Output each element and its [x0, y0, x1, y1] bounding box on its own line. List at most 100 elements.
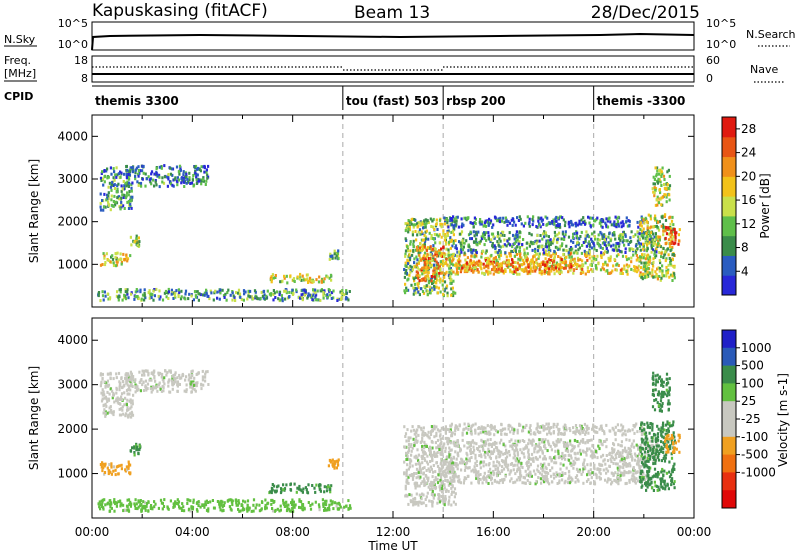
range-gate-cell [589, 462, 592, 466]
range-gate-cell [223, 296, 226, 299]
range-gate-cell [336, 507, 339, 511]
range-gate-cell [343, 293, 346, 297]
range-gate-cell [277, 484, 280, 488]
range-gate-cell [452, 469, 455, 473]
range-gate-cell [289, 488, 293, 492]
date-title: 28/Dec/2015 [591, 3, 700, 23]
range-gate-cell [453, 476, 456, 480]
range-gate-cell [549, 469, 552, 472]
range-gate-cell [117, 298, 120, 302]
range-gate-cell [636, 247, 639, 251]
range-gate-cell [529, 463, 532, 467]
range-gate-cell [418, 484, 421, 488]
range-gate-cell [438, 265, 441, 269]
range-gate-cell [441, 279, 445, 283]
range-gate-cell [115, 399, 118, 403]
range-gate-cell [192, 498, 195, 502]
range-gate-cell [615, 216, 618, 220]
range-gate-cell [633, 265, 636, 269]
range-gate-cell [202, 178, 205, 182]
range-gate-cell [454, 244, 458, 248]
range-gate-cell [419, 232, 422, 236]
range-gate-cell [523, 269, 526, 273]
range-gate-cell [205, 292, 208, 296]
range-gate-cell [190, 390, 193, 394]
range-gate-cell [564, 233, 567, 237]
range-gate-cell [180, 376, 183, 380]
range-gate-cell [463, 478, 466, 482]
range-gate-cell [439, 254, 442, 258]
range-gate-cell [318, 487, 321, 491]
range-gate-cell [528, 224, 531, 228]
range-gate-cell [135, 288, 138, 291]
range-gate-cell [337, 249, 340, 253]
range-gate-cell [427, 274, 430, 278]
range-gate-cell [580, 472, 583, 476]
range-gate-cell [659, 245, 662, 249]
range-gate-cell [580, 222, 583, 226]
range-gate-cell [339, 290, 342, 294]
range-gate-cell [345, 289, 348, 293]
range-gate-cell [110, 172, 113, 176]
range-gate-cell [408, 473, 411, 477]
range-gate-cell [660, 255, 663, 259]
range-gate-cell [586, 234, 589, 238]
range-gate-cell [449, 260, 452, 264]
range-gate-cell [446, 470, 450, 474]
range-gate-cell [562, 248, 565, 252]
range-gate-cell [453, 227, 456, 231]
range-gate-cell [600, 220, 603, 224]
range-gate-cell [207, 383, 210, 386]
range-gate-cell [110, 188, 113, 192]
range-gate-cell [648, 255, 652, 259]
range-gate-cell [430, 425, 433, 428]
range-gate-cell [664, 242, 667, 246]
range-gate-cell [324, 508, 327, 512]
range-gate-cell [406, 225, 409, 229]
range-gate-cell [669, 262, 672, 266]
range-gate-cell [450, 230, 453, 234]
range-gate-cell [624, 234, 627, 238]
range-gate-cell [528, 471, 531, 475]
range-gate-cell [434, 250, 437, 254]
range-gate-cell [583, 252, 587, 256]
range-gate-cell [171, 380, 174, 384]
range-gate-cell [111, 180, 114, 184]
range-gate-cell [587, 241, 590, 245]
range-gate-cell [506, 239, 509, 243]
range-gate-cell [519, 258, 522, 262]
range-gate-cell [410, 449, 413, 453]
range-gate-cell [516, 235, 519, 239]
range-gate-cell [436, 446, 439, 449]
range-gate-cell [131, 402, 134, 406]
power-colorbar-tick-label: 28 [741, 122, 756, 136]
range-gate-cell [486, 270, 489, 274]
range-gate-cell [479, 239, 482, 243]
range-gate-cell [237, 507, 240, 511]
range-gate-cell [441, 283, 444, 287]
range-gate-cell [161, 180, 164, 184]
range-gate-cell [407, 467, 410, 471]
range-gate-cell [535, 241, 538, 245]
range-gate-cell [653, 256, 657, 259]
cpid-mode-label: rbsp 200 [446, 94, 505, 108]
range-gate-cell [541, 475, 544, 479]
range-gate-cell [104, 294, 107, 298]
range-gate-cell [174, 291, 177, 295]
range-gate-cell [490, 238, 493, 242]
range-gate-cell [409, 458, 412, 462]
range-gate-cell [590, 232, 594, 236]
range-gate-cell [653, 241, 657, 245]
range-gate-cell [644, 216, 647, 220]
range-gate-cell [441, 472, 444, 476]
range-gate-cell [507, 258, 510, 262]
range-gate-cell [450, 293, 453, 297]
range-gate-cell [439, 290, 442, 294]
range-gate-cell [457, 260, 461, 264]
range-gate-cell [125, 465, 128, 469]
range-gate-cell [671, 258, 674, 262]
range-gate-cell [536, 245, 540, 249]
range-gate-cell [167, 177, 170, 181]
range-gate-cell [433, 424, 436, 428]
range-gate-cell [157, 506, 160, 510]
